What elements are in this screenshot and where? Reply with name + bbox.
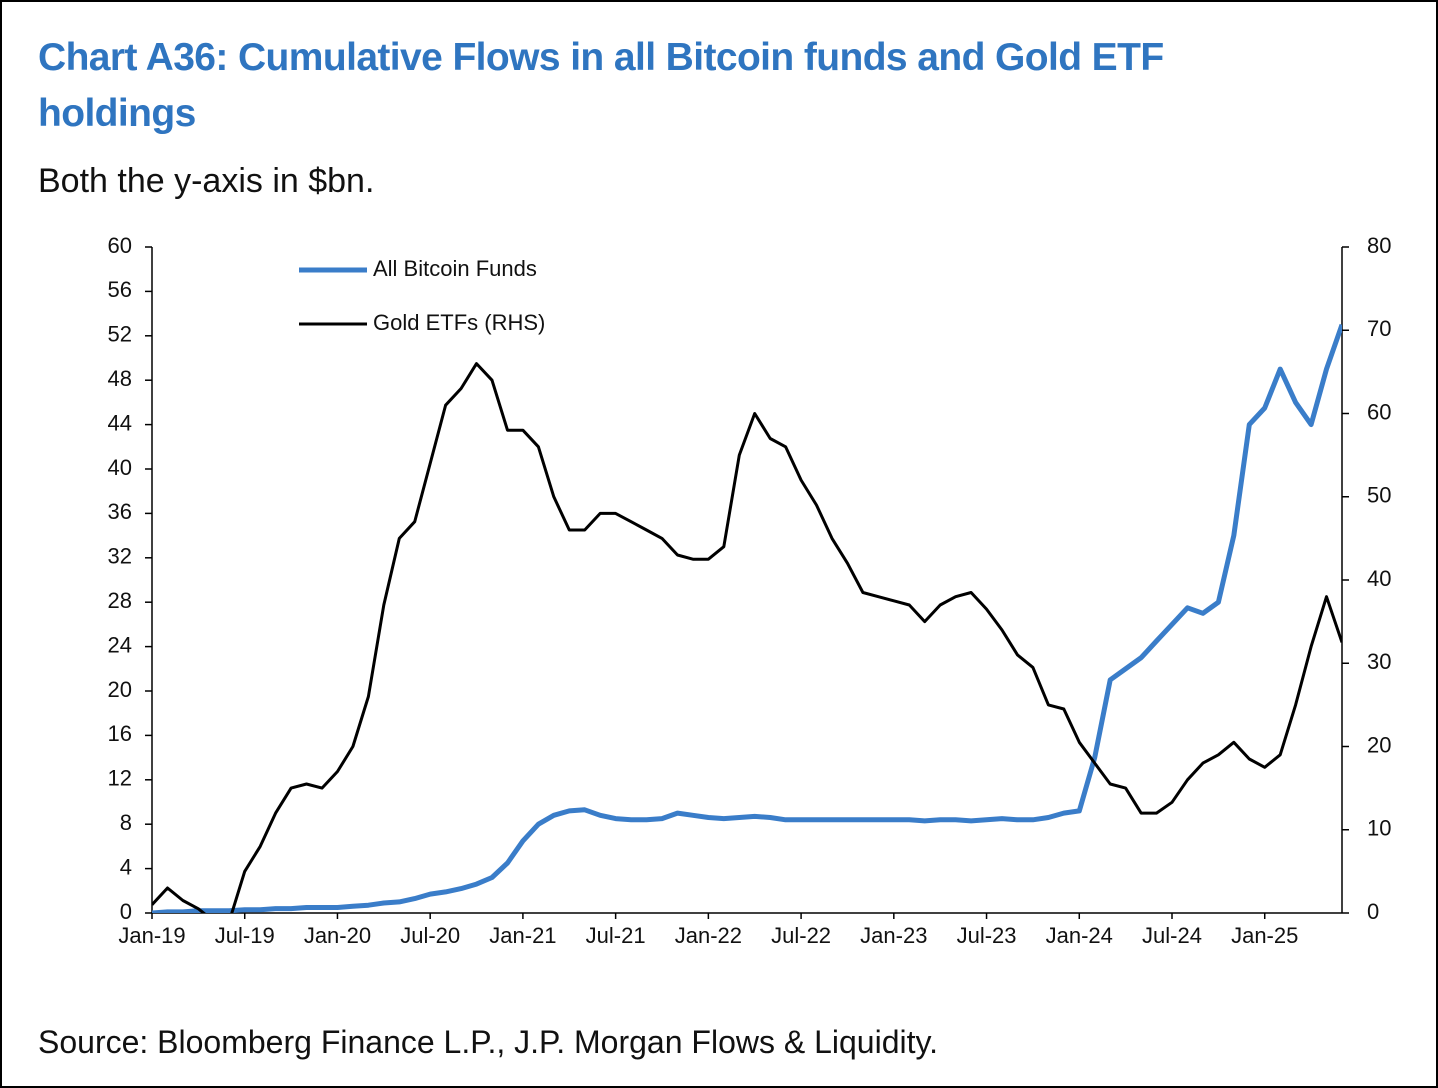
y2-tick-label: 20 xyxy=(1367,732,1391,757)
y-tick-label: 56 xyxy=(108,277,132,302)
chart: 0481216202428323640444852566001020304050… xyxy=(108,233,1392,948)
y2-tick-label: 10 xyxy=(1367,816,1391,841)
y-tick-label: 48 xyxy=(108,366,132,391)
x-tick-label: Jan-21 xyxy=(489,923,556,948)
y2-tick-label: 30 xyxy=(1367,649,1391,674)
series-line xyxy=(152,323,1342,913)
y-tick-label: 4 xyxy=(120,854,132,879)
y-tick-label: 60 xyxy=(108,233,132,258)
y2-tick-label: 80 xyxy=(1367,233,1391,258)
x-tick-label: Jul-21 xyxy=(586,923,646,948)
x-tick-label: Jan-22 xyxy=(675,923,742,948)
y2-tick-label: 0 xyxy=(1367,899,1379,924)
y-tick-label: 44 xyxy=(108,410,132,435)
y-tick-label: 20 xyxy=(108,677,132,702)
x-tick-label: Jul-19 xyxy=(215,923,275,948)
x-tick-label: Jan-23 xyxy=(860,923,927,948)
x-tick-label: Jul-24 xyxy=(1142,923,1202,948)
chart-title: Chart A36: Cumulative Flows in all Bitco… xyxy=(38,36,1164,135)
y-tick-label: 8 xyxy=(120,810,132,835)
x-tick-label: Jan-19 xyxy=(118,923,185,948)
legend-label: Gold ETFs (RHS) xyxy=(373,310,545,335)
x-tick-label: Jan-20 xyxy=(304,923,371,948)
y-tick-label: 52 xyxy=(108,322,132,347)
y-tick-label: 12 xyxy=(108,766,132,791)
legend-label: All Bitcoin Funds xyxy=(373,256,537,281)
x-tick-label: Jul-23 xyxy=(957,923,1017,948)
x-tick-label: Jan-24 xyxy=(1046,923,1113,948)
plot-area xyxy=(152,323,1342,913)
y2-tick-label: 70 xyxy=(1367,316,1391,341)
series-line xyxy=(152,362,1342,913)
y-tick-label: 36 xyxy=(108,499,132,524)
y-tick-label: 16 xyxy=(108,721,132,746)
y-tick-label: 24 xyxy=(108,632,132,657)
source-note: Source: Bloomberg Finance L.P., J.P. Mor… xyxy=(38,1024,939,1060)
y-tick-label: 0 xyxy=(120,899,132,924)
y2-tick-label: 60 xyxy=(1367,399,1391,424)
y-tick-label: 28 xyxy=(108,588,132,613)
y2-tick-label: 40 xyxy=(1367,566,1391,591)
chart-subtitle: Both the y-axis in $bn. xyxy=(38,162,375,200)
x-tick-label: Jan-25 xyxy=(1231,923,1298,948)
y-tick-label: 40 xyxy=(108,455,132,480)
y-tick-label: 32 xyxy=(108,544,132,569)
x-tick-label: Jul-20 xyxy=(400,923,460,948)
y2-tick-label: 50 xyxy=(1367,483,1391,508)
x-tick-label: Jul-22 xyxy=(771,923,831,948)
